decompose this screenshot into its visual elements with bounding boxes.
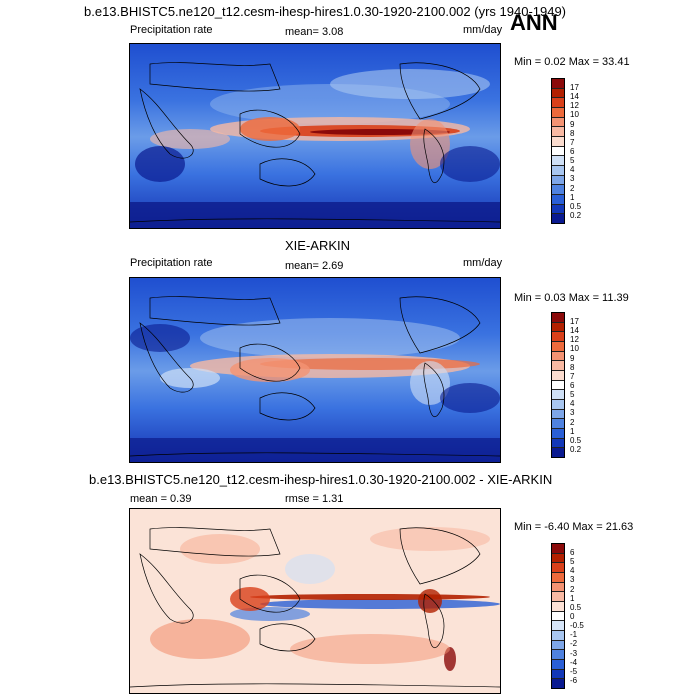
panel3-difference-field <box>130 509 500 693</box>
panel2-cb-label: 2 <box>570 417 575 427</box>
panel2-cb-label: 1 <box>570 426 575 436</box>
panel3-rmse: rmse = 1.31 <box>285 493 344 505</box>
panel2-units: mm/day <box>463 257 503 269</box>
panel1-cb-label: 14 <box>570 92 579 102</box>
panel1-cb-label: 4 <box>570 165 575 175</box>
panel2-cb-label: 4 <box>570 399 575 409</box>
panel1-cb-label: 5 <box>570 156 575 166</box>
panel1-cb-label: 1 <box>570 192 575 202</box>
panel2-precip-field <box>130 278 500 462</box>
panel1-precip-field <box>130 44 500 228</box>
panel1-colorbar-labels: 17 14 12 10 9 8 7 6 5 4 3 2 1 0.5 0.2 <box>570 84 581 220</box>
panel1-cb-label: 12 <box>570 101 579 111</box>
panel1-cb-label: 0.2 <box>570 210 582 220</box>
panel3-cb-label: 0 <box>570 611 575 621</box>
panel2-map <box>129 277 501 463</box>
panel3-cb-label: -5 <box>570 666 578 676</box>
panel3-cb-label: 0.5 <box>570 602 582 612</box>
panel2-cb-label: 0.2 <box>570 444 582 454</box>
panel3-cb-label: -0.5 <box>570 621 584 631</box>
panel1-map <box>129 43 501 229</box>
panel3-colorbar <box>551 543 565 689</box>
panel1-minmax: Min = 0.02 Max = 33.41 <box>514 56 630 68</box>
panel3-title: b.e13.BHISTC5.ne120_t12.cesm-ihesp-hires… <box>89 472 553 487</box>
panel2-colorbar <box>551 312 565 458</box>
panel1-cb-label: 17 <box>570 83 579 92</box>
panel3-cb-label: 3 <box>570 575 575 585</box>
panel1-cb-label: 9 <box>570 119 575 129</box>
panel3-cb-label: -6 <box>570 675 578 685</box>
panel2-cb-label: 3 <box>570 408 575 418</box>
panel1-cb-label: 2 <box>570 183 575 193</box>
panel3-cb-label: -2 <box>570 639 578 649</box>
panel3-colorbar-labels: 6 5 4 3 2 1 0.5 0 -0.5 -1 -2 -3 -4 -5 -6 <box>570 549 584 685</box>
panel1-variable-label: Precipitation rate <box>130 24 213 36</box>
panel1-mean: mean= 3.08 <box>285 26 344 38</box>
panel1-cb-label: 3 <box>570 174 575 184</box>
panel2-cb-label: 6 <box>570 380 575 390</box>
panel2-cb-label: 7 <box>570 371 575 381</box>
panel2-title: XIE-ARKIN <box>285 238 351 253</box>
panel3-cb-label: 2 <box>570 584 575 594</box>
panel2-cb-label: 8 <box>570 362 575 372</box>
panel2-cb-label: 14 <box>570 326 579 336</box>
panel2-mean: mean= 2.69 <box>285 260 344 272</box>
panel3-map <box>129 508 501 694</box>
panel1-units: mm/day <box>463 24 503 36</box>
panel3-cb-label: -3 <box>570 648 578 658</box>
panel2-cb-label: 17 <box>570 317 579 326</box>
panel3-cb-label: 1 <box>570 593 575 603</box>
panel2-variable-label: Precipitation rate <box>130 257 213 269</box>
panel3-mean: mean = 0.39 <box>130 493 192 505</box>
panel3-cb-label: 4 <box>570 566 575 576</box>
figure-title: b.e13.BHISTC5.ne120_t12.cesm-ihesp-hires… <box>84 4 567 19</box>
panel2-cb-label: 10 <box>570 344 579 354</box>
panel2-cb-label: 5 <box>570 390 575 400</box>
panel1-cb-label: 7 <box>570 137 575 147</box>
panel1-colorbar <box>551 78 565 224</box>
panel3-cb-label: 5 <box>570 557 575 567</box>
panel2-cb-label: 0.5 <box>570 435 582 445</box>
panel2-minmax: Min = 0.03 Max = 11.39 <box>514 292 629 304</box>
panel1-cb-label: 0.5 <box>570 201 582 211</box>
panel2-cb-label: 9 <box>570 353 575 363</box>
panel1-cb-label: 10 <box>570 110 579 120</box>
panel2-colorbar-labels: 17 14 12 10 9 8 7 6 5 4 3 2 1 0.5 0.2 <box>570 318 581 454</box>
panel2-cb-label: 12 <box>570 335 579 345</box>
season-label: ANN <box>510 10 558 35</box>
panel3-cb-label: 6 <box>570 548 575 557</box>
panel1-cb-label: 6 <box>570 146 575 156</box>
panel3-minmax: Min = -6.40 Max = 21.63 <box>514 521 634 533</box>
panel3-cb-label: -4 <box>570 657 578 667</box>
panel1-cb-label: 8 <box>570 128 575 138</box>
panel3-cb-label: -1 <box>570 630 578 640</box>
